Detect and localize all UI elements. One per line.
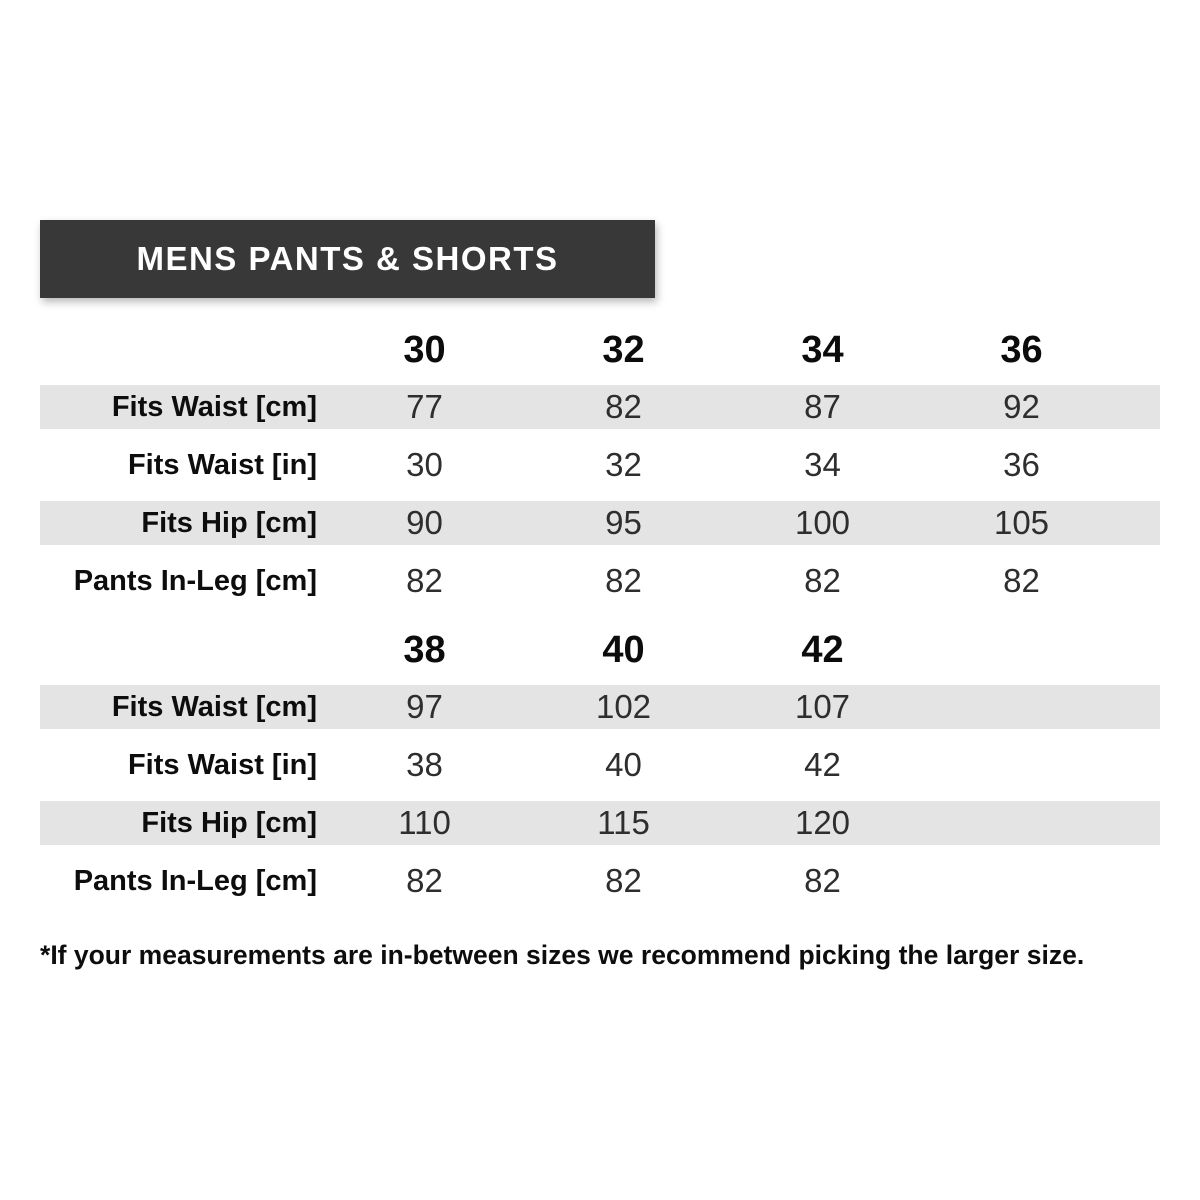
- value-cell: 105: [993, 504, 1050, 541]
- row-label: Fits Waist [cm]: [111, 690, 317, 723]
- value-cell: 82: [1003, 562, 1040, 599]
- value-cell: 82: [406, 862, 443, 899]
- table-row-fits-waist-cm: Fits Waist [cm] 97 102 107: [40, 678, 1160, 736]
- value-cell: 82: [605, 562, 642, 599]
- size-column-header: 38: [403, 628, 446, 671]
- table-row-fits-hip-cm: Fits Hip [cm] 90 95 100 105: [40, 494, 1160, 552]
- table-row-fits-hip-cm: Fits Hip [cm] 110 115 120: [40, 794, 1160, 852]
- value-cell: 34: [804, 446, 841, 483]
- value-cell: 77: [406, 388, 443, 425]
- table-row-fits-waist-cm: Fits Waist [cm] 77 82 87 92: [40, 378, 1160, 436]
- value-cell: 107: [794, 688, 851, 725]
- row-label: Fits Hip [cm]: [141, 806, 317, 839]
- value-cell: 42: [804, 746, 841, 783]
- row-label: Fits Hip [cm]: [141, 506, 317, 539]
- value-cell: 102: [595, 688, 652, 725]
- row-label: Pants In-Leg [cm]: [73, 864, 317, 897]
- size-column-header: 34: [801, 328, 844, 371]
- value-cell: 30: [406, 446, 443, 483]
- value-cell: 100: [794, 504, 851, 541]
- size-header-row: 30 32 34 36: [40, 322, 1160, 378]
- value-cell: 82: [605, 388, 642, 425]
- row-label: Fits Waist [in]: [127, 748, 317, 781]
- size-header-row: 38 40 42: [40, 622, 1160, 678]
- value-cell: 40: [605, 746, 642, 783]
- size-column-header: 36: [1000, 328, 1043, 371]
- value-cell: 90: [406, 504, 443, 541]
- sizing-footnote: *If your measurements are in-between siz…: [40, 940, 1085, 970]
- row-label: Fits Waist [cm]: [111, 390, 317, 423]
- size-column-header: 40: [602, 628, 645, 671]
- table-row-pants-inleg-cm: Pants In-Leg [cm] 82 82 82: [40, 852, 1160, 910]
- value-cell: 97: [406, 688, 443, 725]
- table-row-fits-waist-in: Fits Waist [in] 38 40 42: [40, 736, 1160, 794]
- value-cell: 110: [398, 804, 451, 841]
- value-cell: 38: [406, 746, 443, 783]
- size-chart-table: 30 32 34 36 Fits Waist [cm] 77 82 87 92 …: [40, 322, 1160, 910]
- size-column-header: 30: [403, 328, 446, 371]
- value-cell: 32: [605, 446, 642, 483]
- value-cell: 120: [794, 804, 851, 841]
- value-cell: 82: [804, 562, 841, 599]
- size-column-header: 42: [801, 628, 844, 671]
- value-cell: 82: [406, 562, 443, 599]
- value-cell: 92: [1003, 388, 1040, 425]
- row-label: Fits Waist [in]: [127, 448, 317, 481]
- size-section-30-36: 30 32 34 36 Fits Waist [cm] 77 82 87 92 …: [40, 322, 1160, 610]
- title-banner: MENS PANTS & SHORTS: [40, 220, 655, 298]
- value-cell: 87: [804, 388, 841, 425]
- value-cell: 36: [1003, 446, 1040, 483]
- table-row-pants-inleg-cm: Pants In-Leg [cm] 82 82 82 82: [40, 552, 1160, 610]
- value-cell: 115: [597, 804, 650, 841]
- value-cell: 82: [605, 862, 642, 899]
- row-label: Pants In-Leg [cm]: [73, 564, 317, 597]
- size-column-header: 32: [602, 328, 645, 371]
- value-cell: 95: [605, 504, 642, 541]
- page-title: MENS PANTS & SHORTS: [136, 240, 559, 277]
- table-row-fits-waist-in: Fits Waist [in] 30 32 34 36: [40, 436, 1160, 494]
- value-cell: 82: [804, 862, 841, 899]
- size-section-38-42: 38 40 42 Fits Waist [cm] 97 102 107 Fits…: [40, 622, 1160, 910]
